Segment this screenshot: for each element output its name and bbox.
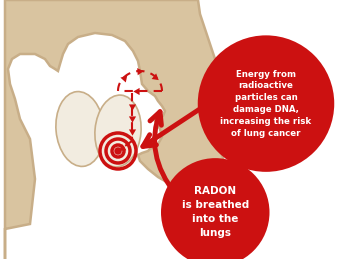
- Text: RADON
is breathed
into the
lungs: RADON is breathed into the lungs: [182, 186, 249, 238]
- Ellipse shape: [95, 95, 141, 167]
- Ellipse shape: [56, 92, 104, 167]
- Polygon shape: [5, 0, 225, 259]
- Circle shape: [161, 158, 270, 259]
- Circle shape: [198, 35, 334, 172]
- Text: Energy from
radioactive
particles can
damage DNA,
increasing the risk
of lung ca: Energy from radioactive particles can da…: [220, 70, 312, 138]
